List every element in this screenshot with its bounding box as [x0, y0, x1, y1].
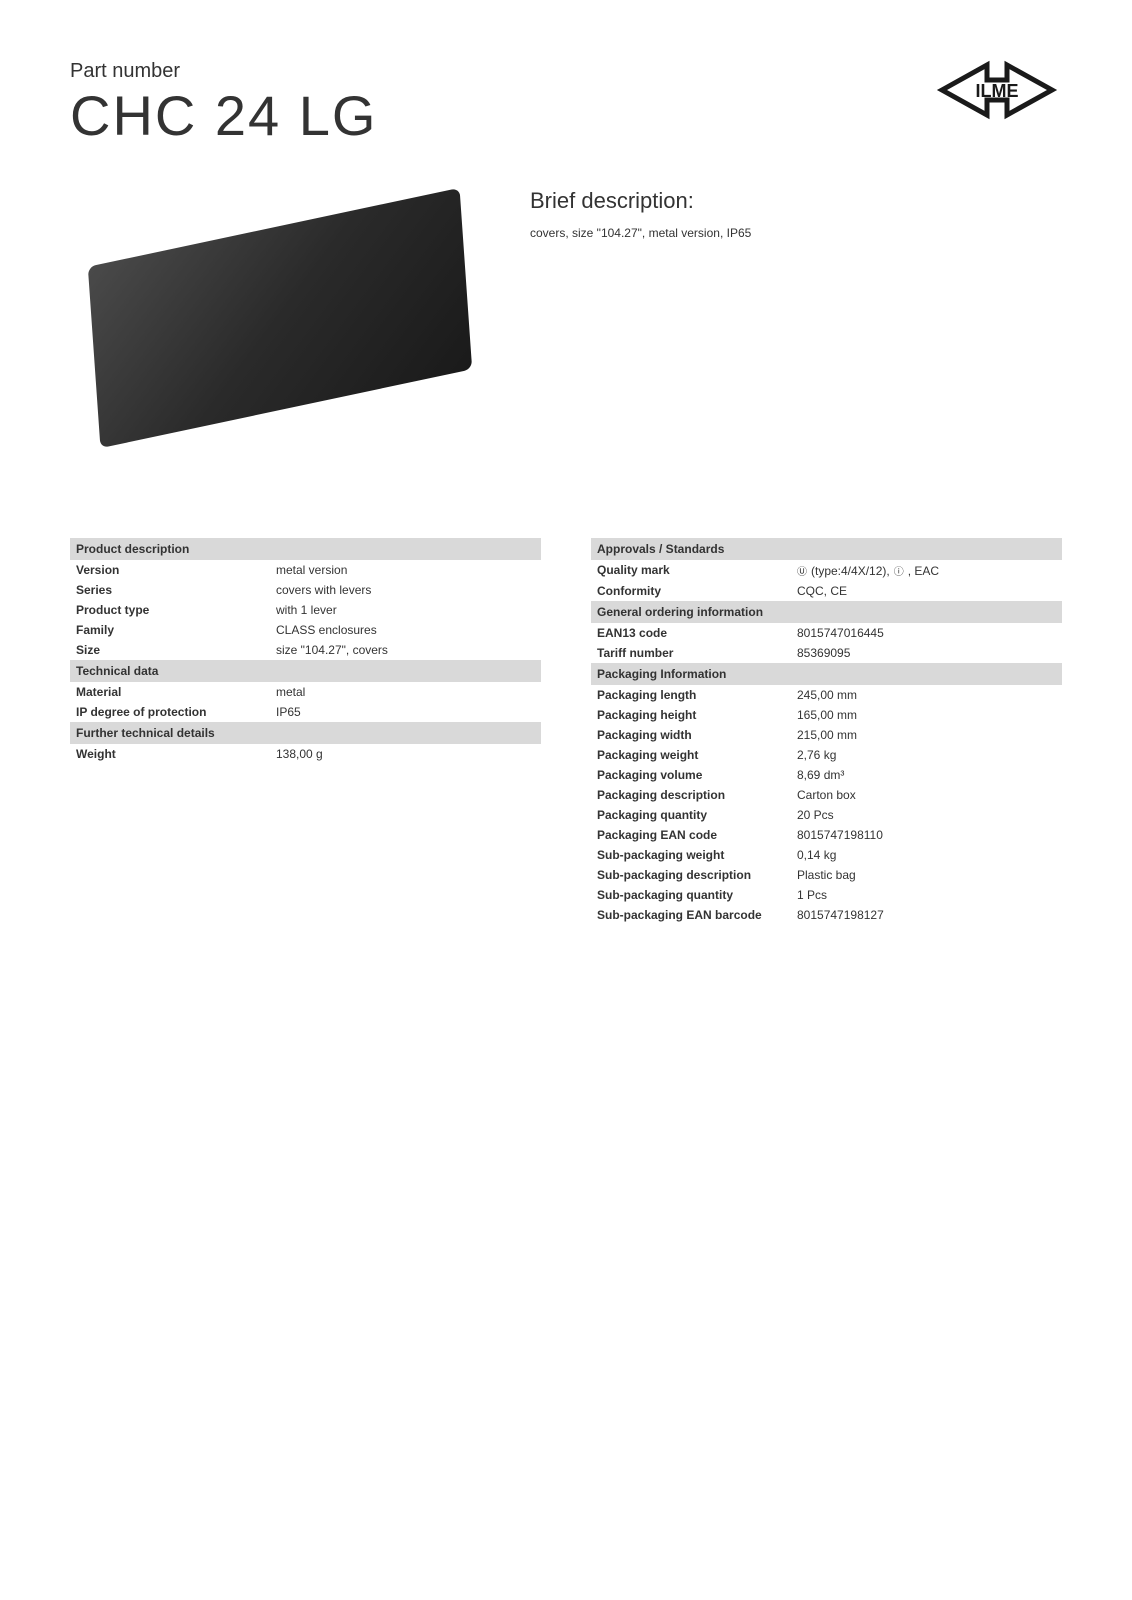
data-row: Tariff number85369095: [591, 643, 1062, 663]
section-header: General ordering information: [591, 601, 1062, 623]
page-header: Part number CHC 24 LG ILME: [70, 60, 1062, 148]
data-value: 20 Pcs: [797, 808, 1056, 822]
data-label: Packaging length: [597, 688, 797, 702]
data-label: Packaging width: [597, 728, 797, 742]
il-cert-icon: ⓘ: [894, 563, 904, 578]
data-label: Version: [76, 563, 276, 577]
data-label: Size: [76, 643, 276, 657]
cert-text: (type:4/4X/12),: [811, 564, 890, 578]
data-label: Sub-packaging EAN barcode: [597, 908, 797, 922]
data-value: covers with levers: [276, 583, 535, 597]
data-label: Packaging EAN code: [597, 828, 797, 842]
data-value: metal: [276, 685, 535, 699]
data-value: 2,76 kg: [797, 748, 1056, 762]
right-column: Approvals / StandardsQuality markⓊ (type…: [591, 538, 1062, 925]
data-label: Quality mark: [597, 563, 797, 578]
data-row: FamilyCLASS enclosures: [70, 620, 541, 640]
data-label: Sub-packaging quantity: [597, 888, 797, 902]
data-label: Series: [76, 583, 276, 597]
data-label: Tariff number: [597, 646, 797, 660]
svg-text:ILME: ILME: [976, 81, 1019, 101]
data-row: EAN13 code8015747016445: [591, 623, 1062, 643]
data-value: metal version: [276, 563, 535, 577]
data-value: 165,00 mm: [797, 708, 1056, 722]
data-value: Ⓤ (type:4/4X/12), ⓘ , EAC: [797, 563, 1056, 578]
data-label: Product type: [76, 603, 276, 617]
data-value: 245,00 mm: [797, 688, 1056, 702]
left-column: Product descriptionVersionmetal versionS…: [70, 538, 541, 925]
data-label: Weight: [76, 747, 276, 761]
section-header: Approvals / Standards: [591, 538, 1062, 560]
data-value: 8015747016445: [797, 626, 1056, 640]
data-value: 0,14 kg: [797, 848, 1056, 862]
data-row: Seriescovers with levers: [70, 580, 541, 600]
section-header: Further technical details: [70, 722, 541, 744]
data-row: Materialmetal: [70, 682, 541, 702]
quality-mark-value: Ⓤ (type:4/4X/12), ⓘ , EAC: [797, 563, 1056, 578]
brief-title: Brief description:: [530, 188, 1062, 214]
data-row: Versionmetal version: [70, 560, 541, 580]
part-number-value: CHC 24 LG: [70, 83, 932, 148]
data-value: 8015747198110: [797, 828, 1056, 842]
brief-text: covers, size "104.27", metal version, IP…: [530, 226, 1062, 240]
data-value: size "104.27", covers: [276, 643, 535, 657]
data-row: Sizesize "104.27", covers: [70, 640, 541, 660]
data-value: 8015747198127: [797, 908, 1056, 922]
data-value: IP65: [276, 705, 535, 719]
data-row: Packaging EAN code8015747198110: [591, 825, 1062, 845]
cert-text: , EAC: [908, 564, 939, 578]
data-row: ConformityCQC, CE: [591, 581, 1062, 601]
data-value: 138,00 g: [276, 747, 535, 761]
data-row: Sub-packaging descriptionPlastic bag: [591, 865, 1062, 885]
product-image-container: [70, 178, 490, 458]
data-row: IP degree of protectionIP65: [70, 702, 541, 722]
section-header: Packaging Information: [591, 663, 1062, 685]
data-value: 1 Pcs: [797, 888, 1056, 902]
data-label: Packaging height: [597, 708, 797, 722]
data-columns: Product descriptionVersionmetal versionS…: [70, 538, 1062, 925]
brief-section: Brief description: covers, size "104.27"…: [530, 178, 1062, 458]
data-label: IP degree of protection: [76, 705, 276, 719]
data-label: Packaging description: [597, 788, 797, 802]
content-top: Brief description: covers, size "104.27"…: [70, 178, 1062, 458]
company-logo: ILME: [932, 60, 1062, 120]
data-value: Carton box: [797, 788, 1056, 802]
section-header: Product description: [70, 538, 541, 560]
data-row: Sub-packaging EAN barcode8015747198127: [591, 905, 1062, 925]
section-header: Technical data: [70, 660, 541, 682]
data-label: Sub-packaging description: [597, 868, 797, 882]
data-row: Packaging length245,00 mm: [591, 685, 1062, 705]
data-value: 215,00 mm: [797, 728, 1056, 742]
data-row: Packaging descriptionCarton box: [591, 785, 1062, 805]
data-row: Sub-packaging quantity1 Pcs: [591, 885, 1062, 905]
data-label: Material: [76, 685, 276, 699]
data-label: Packaging quantity: [597, 808, 797, 822]
data-row: Weight138,00 g: [70, 744, 541, 764]
data-label: EAN13 code: [597, 626, 797, 640]
data-value: CLASS enclosures: [276, 623, 535, 637]
data-value: 8,69 dm³: [797, 768, 1056, 782]
data-row: Packaging weight2,76 kg: [591, 745, 1062, 765]
data-row: Packaging quantity20 Pcs: [591, 805, 1062, 825]
product-image: [88, 188, 472, 448]
data-row: Product typewith 1 lever: [70, 600, 541, 620]
data-value: with 1 lever: [276, 603, 535, 617]
data-label: Packaging weight: [597, 748, 797, 762]
data-row: Packaging height165,00 mm: [591, 705, 1062, 725]
part-number-label: Part number: [70, 60, 932, 83]
data-value: 85369095: [797, 646, 1056, 660]
data-row: Sub-packaging weight0,14 kg: [591, 845, 1062, 865]
data-label: Conformity: [597, 584, 797, 598]
data-label: Packaging volume: [597, 768, 797, 782]
ul-cert-icon: Ⓤ: [797, 563, 807, 578]
data-value: CQC, CE: [797, 584, 1056, 598]
data-row: Quality markⓊ (type:4/4X/12), ⓘ , EAC: [591, 560, 1062, 581]
data-label: Family: [76, 623, 276, 637]
ilme-logo-icon: ILME: [932, 60, 1062, 120]
data-label: Sub-packaging weight: [597, 848, 797, 862]
data-row: Packaging width215,00 mm: [591, 725, 1062, 745]
data-row: Packaging volume8,69 dm³: [591, 765, 1062, 785]
header-left: Part number CHC 24 LG: [70, 60, 932, 148]
data-value: Plastic bag: [797, 868, 1056, 882]
